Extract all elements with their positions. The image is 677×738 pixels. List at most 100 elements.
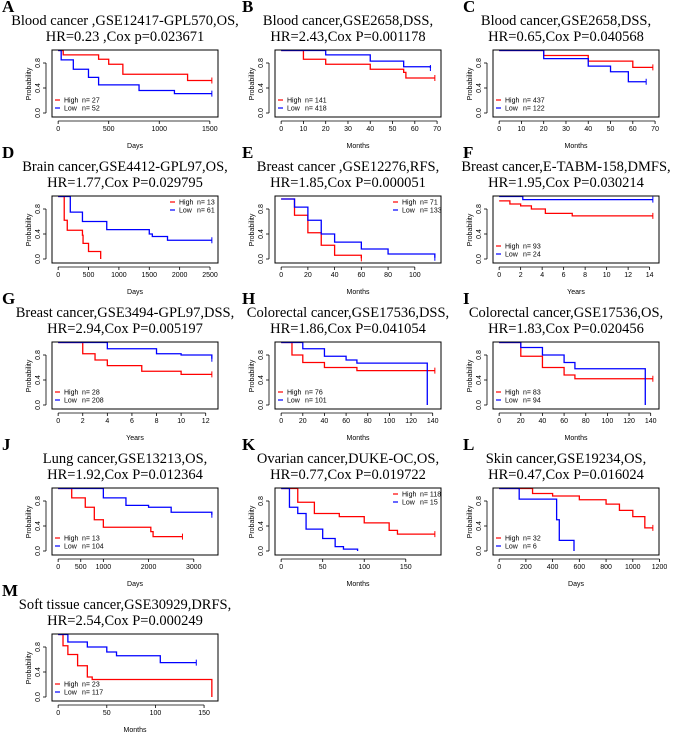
x-tick-label: 400: [547, 564, 559, 571]
x-tick-label: 1000: [111, 272, 127, 279]
panel-letter: G: [2, 289, 16, 308]
legend-n: n= 437: [523, 98, 545, 105]
y-tick-label: 0.8: [476, 350, 483, 360]
y-axis-label: Probability: [249, 505, 256, 538]
legend-label: Low: [179, 208, 193, 215]
plot-box: [274, 195, 442, 264]
x-axis-label: Years: [567, 289, 585, 296]
y-tick-label: 0.0: [258, 400, 265, 410]
legend-n: n= 6: [523, 544, 537, 551]
km-curve-high: [499, 487, 653, 529]
y-tick-label: 0.8: [35, 58, 42, 68]
km-curve-high: [58, 341, 212, 376]
legend-n: n= 52: [82, 106, 100, 113]
x-tick-label: 2: [81, 418, 85, 425]
x-tick-label: 50: [103, 710, 111, 717]
x-tick-label: 2: [519, 272, 523, 279]
x-tick-label: 0: [279, 272, 283, 279]
chart-title: Colorectal cancer,GSE17536,DSS,: [246, 305, 450, 321]
km-panel-b: B Blood cancer,GSE2658,DSS, HR=2.43,Cox P=…: [223, 0, 446, 150]
x-tick-label: 8: [583, 272, 587, 279]
x-tick-label: 10: [177, 418, 185, 425]
panel-letter: E: [242, 143, 254, 162]
legend-n: n= 208: [82, 398, 104, 405]
legend-label: Low: [505, 106, 519, 113]
x-tick-label: 100: [384, 418, 396, 425]
legend-label: High: [505, 98, 520, 105]
y-tick-label: 0.4: [476, 375, 483, 385]
x-tick-label: 120: [405, 418, 417, 425]
x-tick-label: 30: [562, 126, 570, 133]
km-curve-low: [499, 487, 575, 551]
x-tick-label: 50: [389, 126, 397, 133]
chart-subtitle: HR=0.77,Cox P=0.019722: [270, 467, 426, 483]
km-panel-k: K Ovarian cancer,DUKE-OC,OS, HR=0.77,Cox P…: [223, 435, 446, 588]
x-tick-label: 80: [364, 418, 372, 425]
x-axis-label: Days: [127, 143, 143, 150]
x-tick-label: 10: [300, 126, 308, 133]
x-tick-label: 200: [520, 564, 532, 571]
chart-title: Skin cancer,GSE19234,OS,: [485, 451, 647, 467]
y-tick-label: 0.0: [476, 108, 483, 118]
panel-letter: J: [2, 435, 11, 454]
legend-label: Low: [505, 544, 519, 551]
panel-letter: B: [242, 0, 254, 16]
y-tick-label: 0.0: [35, 108, 42, 118]
y-tick-label: 0.0: [35, 546, 42, 556]
km-curve-low: [499, 341, 646, 405]
km-curve-high: [281, 49, 435, 79]
x-tick-label: 2000: [141, 564, 157, 571]
legend-label: High: [402, 200, 417, 207]
chart-subtitle: HR=1.85,Cox P=0.000051: [270, 175, 426, 191]
legend-n: n= 94: [523, 398, 541, 405]
panel-letter: A: [2, 0, 15, 16]
legend-n: n= 32: [523, 536, 541, 543]
chart-title: Lung cancer,GSE13213,OS,: [42, 451, 208, 467]
legend-label: Low: [505, 398, 519, 405]
chart-title: Blood cancer,GSE2658,DSS,: [262, 13, 434, 29]
panel-letter: L: [463, 435, 475, 454]
x-axis-label: Days: [127, 289, 143, 296]
legend-label: High: [64, 98, 79, 105]
x-tick-label: 6: [562, 272, 566, 279]
x-tick-label: 4: [540, 272, 544, 279]
plot-box: [492, 341, 660, 410]
legend-n: n= 24: [523, 252, 541, 259]
km-panel-f: F Breast cancer,E-TABM-158,DMFS, HR=1.95,C…: [441, 143, 670, 296]
plot-box: [274, 487, 442, 556]
panel-letter: F: [463, 143, 474, 162]
legend-n: n= 15: [420, 500, 438, 507]
km-curve-high: [58, 49, 212, 82]
chart-subtitle: HR=2.54,Cox P=0.000249: [47, 613, 203, 629]
x-axis-label: Months: [347, 289, 370, 296]
y-tick-label: 0.4: [35, 667, 42, 677]
y-tick-label: 0.0: [35, 692, 42, 702]
y-tick-label: 0.8: [258, 496, 265, 506]
plot-box: [492, 487, 660, 556]
y-tick-label: 0.4: [35, 229, 42, 239]
y-tick-label: 0.8: [258, 350, 265, 360]
km-panel-l: L Skin cancer,GSE19234,OS, HR=0.47,Cox P=0…: [441, 435, 667, 588]
legend-n: n= 418: [305, 106, 327, 113]
x-tick-label: 1000: [625, 564, 641, 571]
x-tick-label: 150: [400, 564, 412, 571]
x-tick-label: 0: [56, 126, 60, 133]
x-tick-label: 4: [105, 418, 109, 425]
x-tick-label: 20: [304, 272, 312, 279]
km-panel-g: G Breast cancer,GSE3494-GPL97,DSS, HR=2.94…: [0, 289, 234, 442]
km-curve-low: [58, 49, 212, 95]
x-tick-label: 10: [603, 272, 611, 279]
km-curve-low: [58, 633, 197, 664]
x-tick-label: 2500: [202, 272, 218, 279]
legend-label: High: [287, 98, 302, 105]
x-tick-label: 100: [409, 272, 421, 279]
x-tick-label: 140: [427, 418, 439, 425]
legend-label: Low: [287, 398, 301, 405]
